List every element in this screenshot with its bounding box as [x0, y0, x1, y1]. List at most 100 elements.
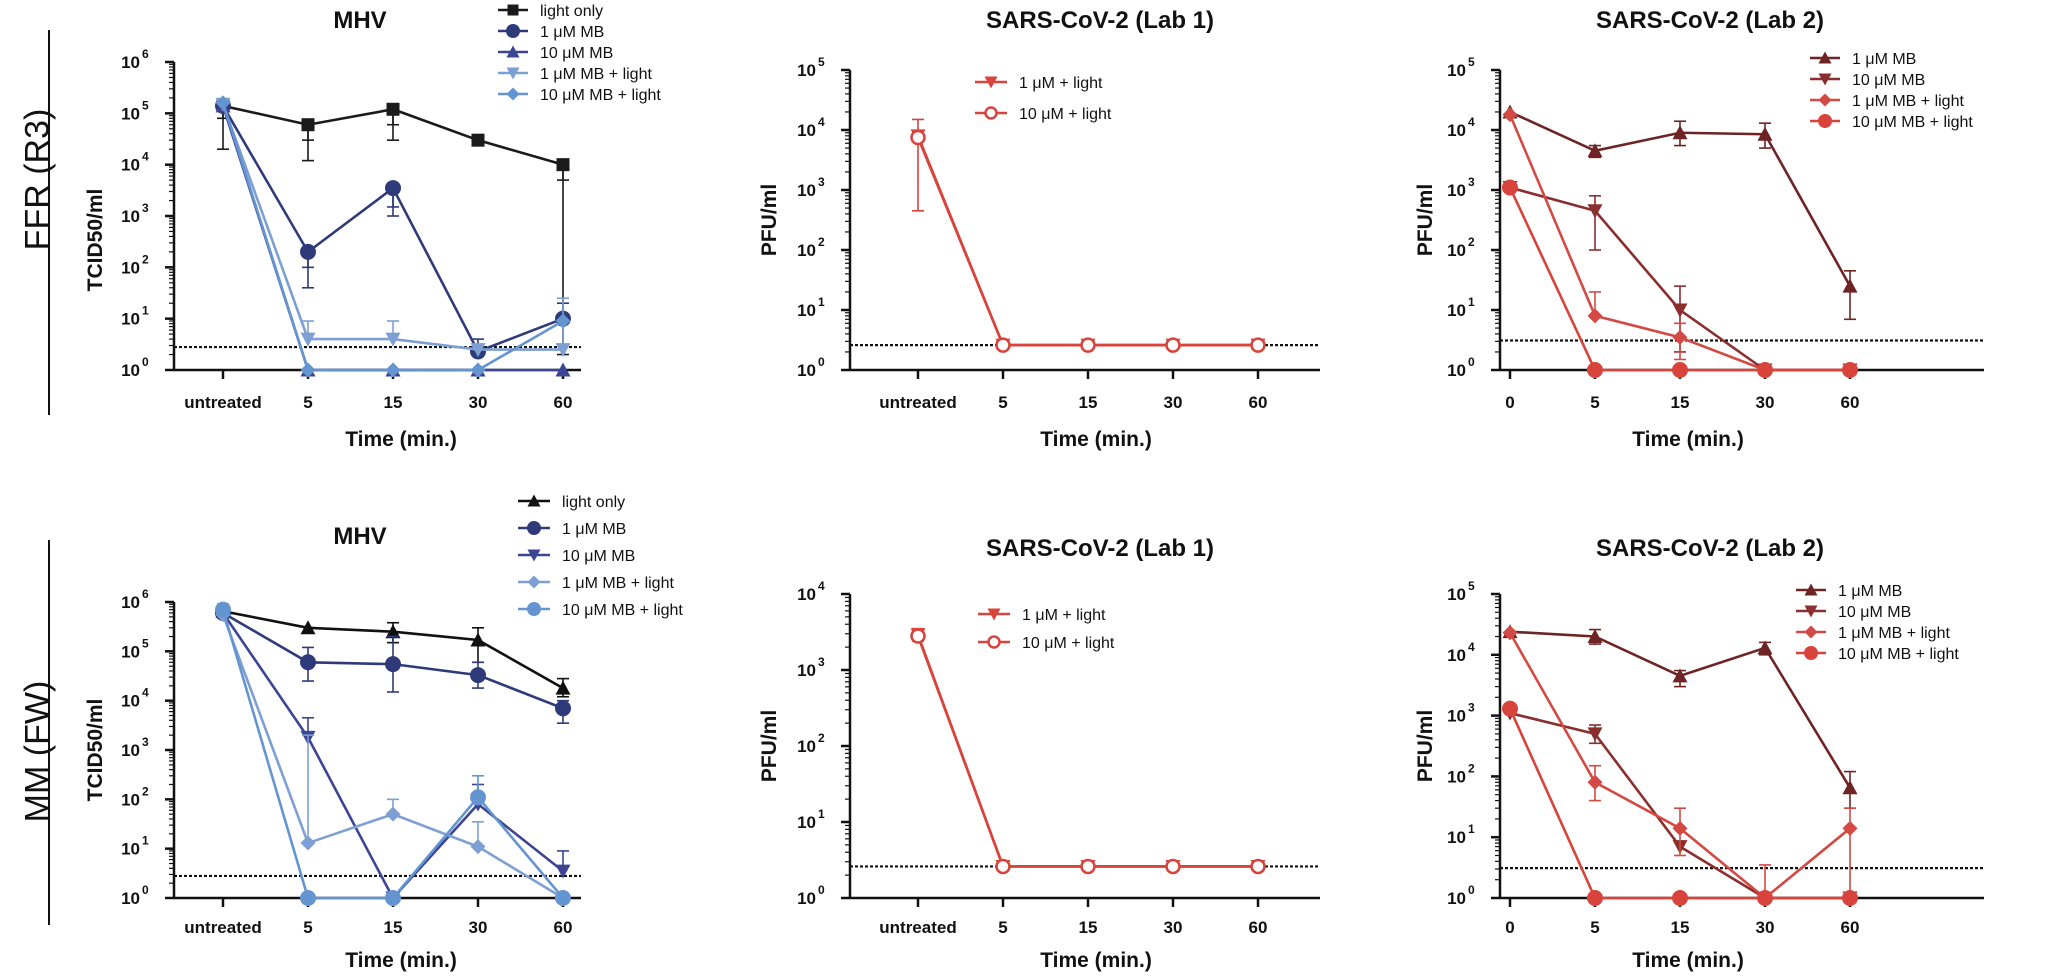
x-tick-label: 60 — [1841, 918, 1860, 937]
x-axis-label: Time (min.) — [1632, 949, 1744, 972]
row-divider-mm — [48, 540, 50, 925]
y-tick-exponent: 1 — [1468, 295, 1475, 309]
y-axis-label: PFU/ml — [1414, 184, 1437, 256]
legend-marker — [1804, 625, 1818, 639]
data-point — [300, 362, 316, 378]
x-tick-label: 30 — [1164, 393, 1183, 412]
legend-label: 1 μM MB + light — [1838, 625, 1950, 642]
data-point — [1757, 890, 1773, 906]
legend-marker — [1818, 114, 1832, 128]
y-tick-exponent: 1 — [818, 295, 825, 309]
data-point — [300, 890, 316, 906]
y-tick-exponent: 3 — [142, 201, 149, 215]
x-tick-label: 15 — [1079, 393, 1098, 412]
series-group — [910, 129, 1266, 353]
y-tick-label: 10 — [797, 737, 816, 756]
series-line — [221, 103, 563, 351]
data-point — [555, 362, 571, 377]
chart-title: MHV — [333, 7, 386, 34]
y-tick-label: 10 — [1447, 241, 1466, 260]
y-tick-label: 10 — [1447, 361, 1466, 380]
series-group — [1502, 107, 1858, 378]
y-tick-label: 10 — [797, 241, 816, 260]
x-tick-label: 0 — [1505, 918, 1514, 937]
y-tick-exponent: 6 — [142, 47, 149, 61]
y-axis-label: PFU/ml — [758, 184, 781, 256]
y-tick-label: 10 — [797, 61, 816, 80]
data-point — [300, 332, 316, 347]
series-group — [1502, 700, 1858, 906]
legend-marker — [527, 549, 541, 562]
chart-title: SARS-CoV-2 (Lab 2) — [1596, 535, 1824, 562]
series-group — [910, 118, 1266, 353]
legend-marker — [1818, 51, 1832, 64]
data-point — [1587, 628, 1603, 643]
x-tick-label: untreated — [879, 918, 956, 937]
x-tick-label: 5 — [998, 393, 1007, 412]
y-tick-label: 10 — [121, 53, 140, 72]
legend-marker — [506, 67, 520, 80]
y-tick-exponent: 2 — [818, 731, 825, 745]
data-point — [300, 620, 316, 635]
data-point — [1502, 179, 1518, 196]
y-tick-exponent: 1 — [142, 304, 149, 318]
y-tick-label: 10 — [1447, 121, 1466, 140]
y-tick-label: 10 — [797, 301, 816, 320]
data-point — [1502, 700, 1518, 717]
x-tick-label: 15 — [384, 393, 403, 412]
data-point — [1502, 625, 1518, 641]
y-tick-exponent: 4 — [142, 150, 149, 164]
y-tick-label: 10 — [121, 741, 140, 760]
y-tick-label: 10 — [121, 840, 140, 859]
legend-marker — [984, 106, 998, 120]
y-tick-label: 10 — [121, 258, 140, 277]
data-point — [385, 806, 401, 822]
legend-label: 1 μM MB + light — [540, 66, 652, 83]
legend-label: 1 μM MB — [540, 24, 604, 41]
x-tick-label: 15 — [1079, 918, 1098, 937]
y-tick-exponent: 4 — [818, 579, 825, 593]
y-tick-exponent: 4 — [142, 686, 149, 700]
y-tick-label: 10 — [121, 692, 140, 711]
data-point — [1587, 143, 1603, 158]
data-point — [1672, 362, 1688, 378]
data-point — [1165, 337, 1181, 353]
legend-label: 10 μM MB — [562, 548, 635, 565]
y-tick-label: 10 — [121, 889, 140, 908]
data-point — [1842, 890, 1858, 906]
y-tick-exponent: 3 — [818, 175, 825, 189]
y-tick-exponent: 6 — [142, 587, 149, 601]
y-tick-label: 10 — [1447, 585, 1466, 604]
y-tick-exponent: 0 — [1468, 355, 1475, 369]
data-point — [215, 95, 231, 111]
data-point — [386, 102, 400, 116]
y-tick-label: 10 — [121, 790, 140, 809]
y-tick-label: 10 — [797, 661, 816, 680]
x-tick-label: 5 — [303, 918, 312, 937]
y-tick-exponent: 3 — [1468, 701, 1475, 715]
y-tick-exponent: 5 — [1468, 579, 1475, 593]
x-tick-label: 30 — [469, 918, 488, 937]
data-point — [385, 656, 401, 673]
y-tick-label: 10 — [797, 585, 816, 604]
y-tick-label: 10 — [1447, 646, 1466, 665]
y-tick-exponent: 0 — [142, 883, 149, 897]
data-point — [470, 839, 486, 855]
data-point — [1672, 668, 1688, 683]
x-axis-label: Time (min.) — [1040, 428, 1152, 451]
x-tick-label: 0 — [1505, 393, 1514, 412]
y-tick-exponent: 5 — [142, 98, 149, 112]
legend-marker — [507, 4, 519, 16]
data-point — [1672, 820, 1688, 836]
data-point — [301, 118, 315, 132]
y-axis-label: TCID50/ml — [84, 699, 107, 802]
y-tick-label: 10 — [121, 207, 140, 226]
y-tick-exponent: 5 — [1468, 55, 1475, 69]
x-tick-label: 30 — [469, 393, 488, 412]
data-point — [1757, 362, 1773, 378]
x-tick-label: 30 — [1756, 393, 1775, 412]
legend-marker — [506, 87, 520, 101]
x-tick-label: 60 — [1249, 918, 1268, 937]
